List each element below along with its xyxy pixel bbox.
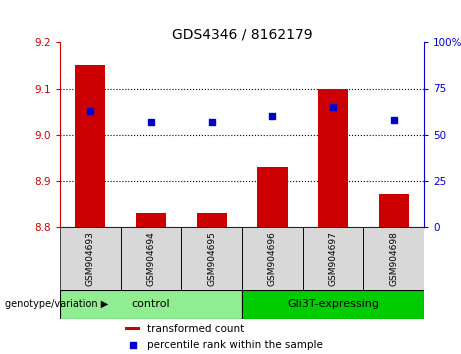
Bar — [60, 227, 121, 290]
Bar — [181, 227, 242, 290]
Text: GSM904694: GSM904694 — [147, 231, 155, 286]
Point — [129, 342, 136, 348]
Text: GSM904696: GSM904696 — [268, 231, 277, 286]
Text: GSM904697: GSM904697 — [329, 231, 337, 286]
Bar — [196, 213, 227, 227]
Text: percentile rank within the sample: percentile rank within the sample — [148, 340, 323, 350]
Text: Gli3T-expressing: Gli3T-expressing — [287, 299, 379, 309]
Point — [148, 119, 155, 125]
Bar — [257, 167, 288, 227]
Bar — [363, 227, 424, 290]
Text: GSM904698: GSM904698 — [389, 231, 398, 286]
Text: control: control — [132, 299, 170, 309]
Bar — [242, 227, 303, 290]
Point — [269, 113, 276, 119]
Point — [390, 117, 397, 122]
Text: GSM904695: GSM904695 — [207, 231, 216, 286]
Title: GDS4346 / 8162179: GDS4346 / 8162179 — [171, 27, 313, 41]
Bar — [60, 290, 242, 319]
Text: GSM904693: GSM904693 — [86, 231, 95, 286]
Bar — [125, 327, 140, 330]
Bar — [75, 65, 106, 227]
Text: transformed count: transformed count — [148, 324, 245, 333]
Bar — [318, 88, 348, 227]
Point — [87, 108, 94, 113]
Bar — [136, 213, 166, 227]
Point — [208, 119, 215, 125]
Bar — [121, 227, 181, 290]
Bar — [378, 194, 409, 227]
Bar — [303, 227, 363, 290]
Bar — [242, 290, 424, 319]
Text: genotype/variation ▶: genotype/variation ▶ — [5, 299, 108, 309]
Point — [329, 104, 337, 110]
